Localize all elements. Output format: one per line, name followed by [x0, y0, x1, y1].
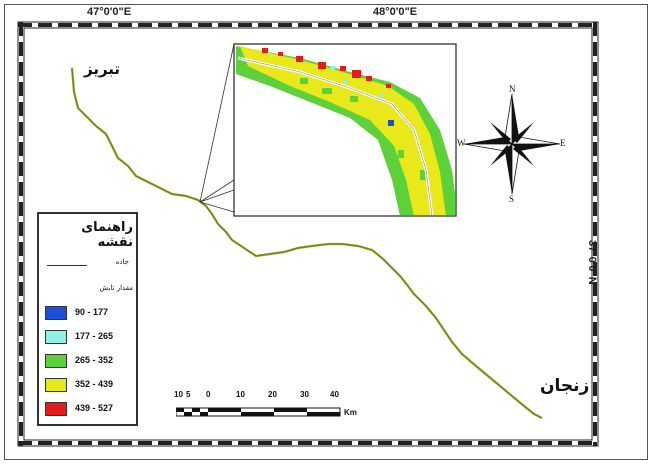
- map-frame-inner: [23, 27, 593, 441]
- scale-tick-20: 20: [268, 390, 277, 399]
- scale-unit: Km: [344, 408, 357, 417]
- scale-tick-10-left: 10: [174, 390, 183, 399]
- legend-class-5: 439 - 527: [43, 402, 135, 416]
- legend-range-5: 439 - 527: [75, 403, 114, 413]
- compass-west-letter: W: [457, 138, 466, 148]
- compass-south-letter: S: [509, 194, 515, 204]
- legend-road-line: [47, 265, 87, 266]
- longitude-label-right: 48°0'0"E: [373, 6, 418, 18]
- legend-road-label: جاده: [115, 258, 129, 266]
- legend-road-row: جاده: [43, 258, 133, 272]
- legend-swatch-1: [45, 306, 67, 320]
- scale-tick-40: 40: [330, 390, 339, 399]
- scale-bar-graphic: [176, 407, 341, 417]
- legend-range-1: 90 - 177: [75, 307, 109, 317]
- legend-range-4: 352 - 439: [75, 379, 114, 389]
- frame-dashes: [18, 22, 598, 446]
- map-frame-outer: [17, 21, 599, 447]
- city-label-zanjan: زنجان: [540, 376, 590, 396]
- legend-swatch-4: [45, 378, 67, 392]
- scale-tick-5: 5: [186, 390, 191, 399]
- legend-swatch-3: [45, 354, 67, 368]
- city-label-tabriz: تبریز: [84, 60, 121, 78]
- compass-rose: [463, 93, 561, 195]
- compass-north-letter: N: [509, 84, 516, 94]
- legend-range-3: 265 - 352: [75, 355, 114, 365]
- legend-subtitle: مقدار تابش: [99, 284, 133, 292]
- longitude-label-left: 47°0'0"E: [87, 6, 132, 18]
- legend-class-4: 352 - 439: [43, 378, 135, 392]
- inset-callout-lines: [199, 43, 235, 213]
- scale-bar: 10 5 0 10 20 30 40 Km: [174, 390, 376, 417]
- inset-map: [233, 43, 457, 217]
- scale-tick-30: 30: [300, 390, 309, 399]
- scale-tick-10: 10: [236, 390, 245, 399]
- legend-title: راهنمای نقشه: [81, 220, 133, 250]
- legend-swatch-5: [45, 402, 67, 416]
- legend-class-3: 265 - 352: [43, 354, 135, 368]
- legend-swatch-2: [45, 330, 67, 344]
- legend-class-1: 90 - 177: [43, 306, 135, 320]
- legend-class-2: 177 - 265: [43, 330, 135, 344]
- scale-tick-0: 0: [206, 390, 211, 399]
- compass-east-letter: E: [560, 138, 566, 148]
- legend-range-2: 177 - 265: [75, 331, 114, 341]
- outer-border: [4, 4, 648, 460]
- map-legend: راهنمای نقشه جاده مقدار تابش 90 - 177 17…: [37, 212, 138, 426]
- inset-blue-patch: [388, 120, 394, 126]
